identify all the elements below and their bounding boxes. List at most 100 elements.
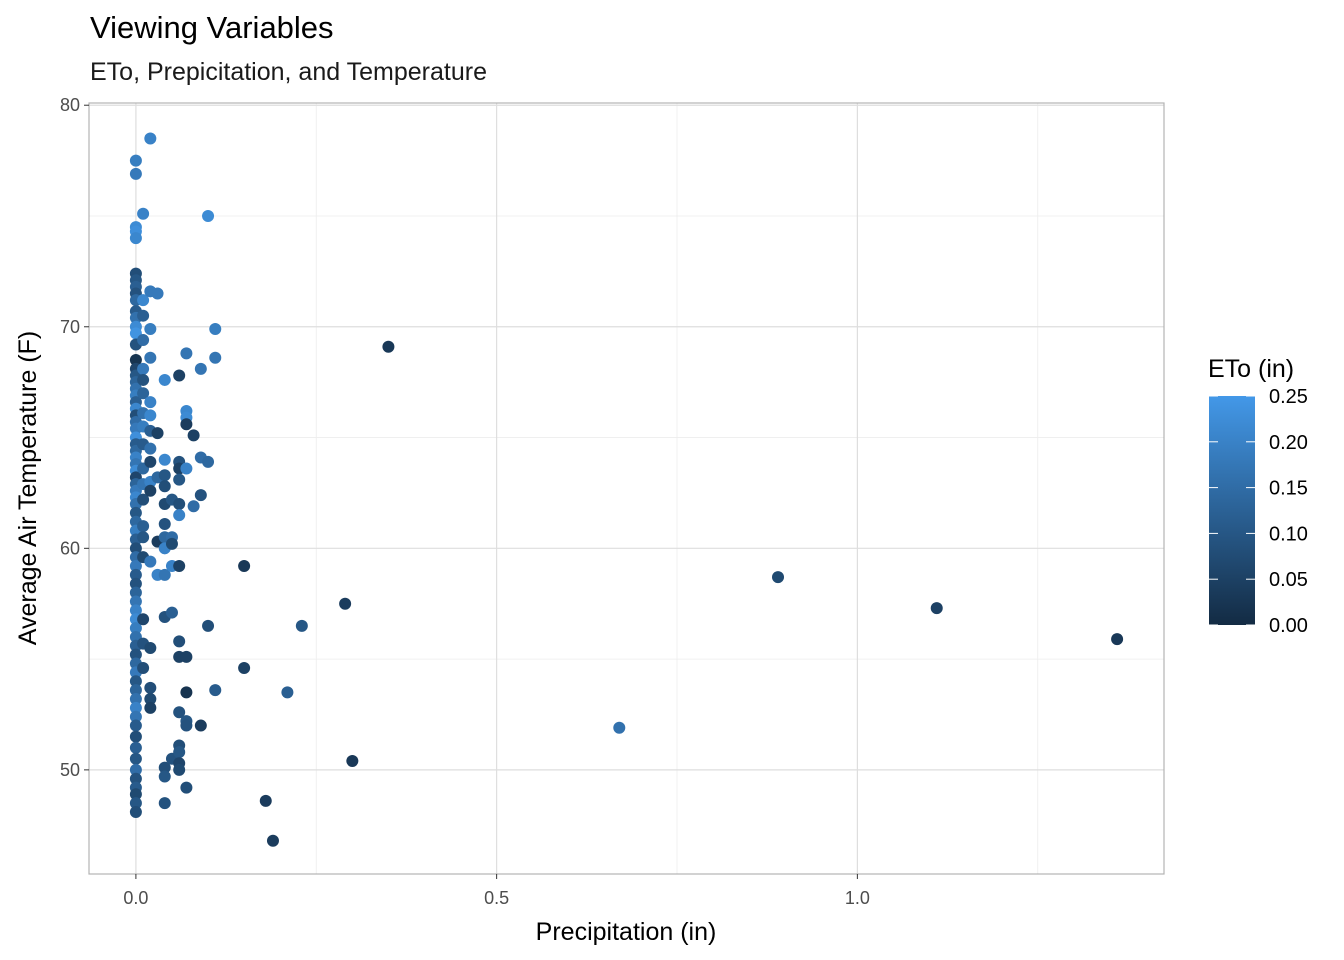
data-point	[158, 373, 171, 386]
data-point	[173, 706, 186, 719]
data-point	[144, 555, 157, 568]
data-point	[137, 613, 150, 626]
data-point	[129, 684, 142, 697]
data-point	[187, 500, 200, 513]
data-point	[129, 730, 142, 743]
data-point	[194, 362, 207, 375]
data-point	[144, 396, 157, 409]
legend-tick-label: 0.05	[1269, 569, 1308, 591]
data-point	[129, 506, 142, 519]
data-point	[129, 710, 142, 723]
data-point	[129, 542, 142, 555]
data-point	[173, 635, 186, 648]
data-point	[137, 493, 150, 506]
data-point	[173, 560, 186, 573]
data-point	[180, 418, 193, 431]
data-point	[158, 469, 171, 482]
data-point	[209, 684, 222, 697]
data-point	[129, 167, 142, 180]
data-point	[180, 686, 193, 699]
y-tick-label: 70	[60, 317, 80, 337]
data-point	[144, 322, 157, 335]
data-point	[202, 455, 215, 468]
data-point	[137, 294, 150, 307]
chart-subtitle: ETo, Prepicitation, and Temperature	[90, 58, 487, 86]
legend-tick-label: 0.20	[1269, 432, 1308, 454]
data-point	[137, 334, 150, 347]
data-point	[772, 571, 785, 584]
data-point	[339, 597, 352, 610]
data-point	[173, 473, 186, 486]
data-point	[165, 537, 178, 550]
data-point	[144, 484, 157, 497]
data-point	[129, 741, 142, 754]
data-point	[137, 520, 150, 533]
data-point	[187, 429, 200, 442]
data-point	[158, 797, 171, 810]
legend-tick-label: 0.00	[1269, 615, 1308, 637]
data-point	[930, 602, 943, 615]
data-point	[346, 755, 359, 768]
x-tick-label: 1.0	[845, 888, 870, 908]
data-point	[144, 351, 157, 364]
data-point	[129, 586, 142, 599]
data-point	[173, 498, 186, 511]
axes: 0.0 0.5 1.0 50 60 70 80	[60, 95, 870, 908]
legend-tick-label: 0.15	[1269, 478, 1308, 500]
data-point	[194, 719, 207, 732]
data-point	[1111, 633, 1124, 646]
data-point	[158, 761, 171, 774]
legend-title: ETo (in)	[1208, 355, 1294, 383]
data-point	[173, 509, 186, 522]
data-point	[158, 453, 171, 466]
data-point	[129, 154, 142, 167]
data-point	[202, 209, 215, 222]
data-point	[180, 347, 193, 360]
data-point	[180, 719, 193, 732]
data-point	[129, 763, 142, 776]
data-point	[144, 132, 157, 145]
data-point	[180, 650, 193, 663]
data-point	[129, 354, 142, 366]
data-point	[129, 752, 142, 765]
chart-title: Viewing Variables	[90, 10, 334, 45]
data-point	[144, 701, 157, 714]
y-tick-label: 50	[60, 760, 80, 780]
grid-lines	[89, 103, 1164, 874]
data-point	[137, 309, 150, 322]
data-point	[129, 648, 142, 661]
data-point	[144, 642, 157, 655]
data-point	[129, 692, 142, 705]
data-point	[129, 805, 142, 818]
data-point	[613, 721, 626, 734]
data-point	[129, 719, 142, 732]
data-point	[129, 232, 142, 245]
data-point	[173, 746, 186, 759]
x-tick-label: 0.5	[484, 888, 509, 908]
data-point	[382, 340, 395, 353]
data-point	[144, 442, 157, 455]
data-point	[144, 681, 157, 694]
data-point	[137, 387, 150, 400]
y-tick-label: 80	[60, 95, 80, 115]
data-point	[281, 686, 294, 699]
data-point	[144, 692, 157, 705]
plot-panel-border	[88, 102, 1165, 875]
data-point	[202, 619, 215, 632]
data-point	[238, 661, 251, 674]
data-point	[129, 772, 142, 785]
data-point	[266, 834, 279, 847]
data-point	[129, 675, 142, 688]
data-point	[129, 701, 142, 714]
legend-tick-label: 0.10	[1269, 523, 1308, 545]
data-point	[144, 409, 157, 422]
data-point	[129, 622, 142, 635]
data-point	[295, 619, 308, 632]
data-point	[158, 517, 171, 530]
data-point	[151, 427, 164, 440]
data-point	[209, 351, 222, 364]
data-point	[158, 480, 171, 493]
data-point	[129, 577, 142, 590]
data-point	[144, 455, 157, 468]
